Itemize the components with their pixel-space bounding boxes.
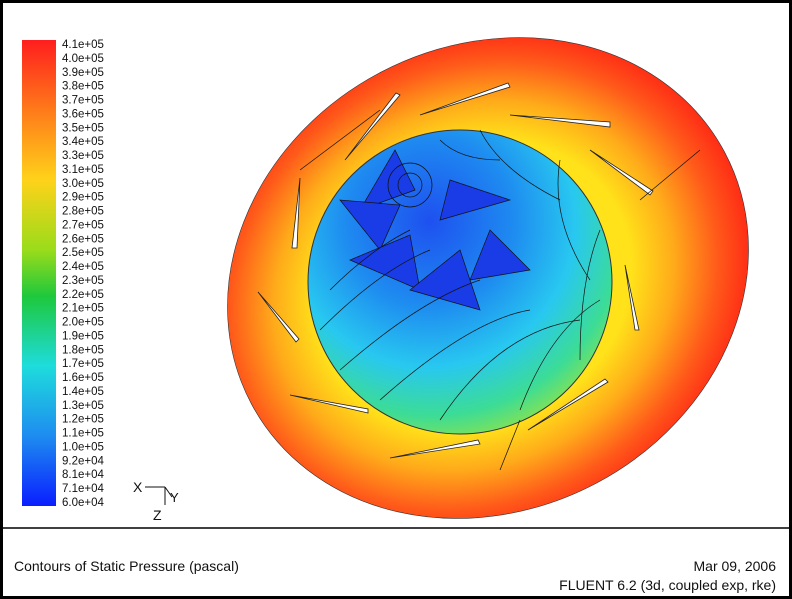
colorbar-label: 2.9e+05 bbox=[62, 192, 104, 204]
colorbar-label: 3.1e+05 bbox=[62, 164, 104, 176]
triad-y: Y bbox=[170, 490, 179, 505]
colorbar bbox=[22, 40, 56, 506]
colorbar-label: 3.0e+05 bbox=[62, 178, 104, 190]
footer-solver: FLUENT 6.2 (3d, coupled exp, rke) bbox=[559, 577, 776, 593]
colorbar-label: 1.4e+05 bbox=[62, 386, 104, 398]
triad-z: Z bbox=[153, 507, 162, 523]
colorbar-label: 4.1e+05 bbox=[62, 39, 104, 51]
page: X Y Z Contours of Static Pressure (pasca… bbox=[0, 0, 792, 599]
colorbar-label: 9.2e+04 bbox=[62, 455, 104, 467]
colorbar-label: 1.0e+05 bbox=[62, 441, 104, 453]
colorbar-label: 1.8e+05 bbox=[62, 344, 104, 356]
footer-date: Mar 09, 2006 bbox=[694, 558, 777, 574]
colorbar-label: 2.8e+05 bbox=[62, 206, 104, 218]
colorbar-label: 8.1e+04 bbox=[62, 469, 104, 481]
colorbar-label: 3.4e+05 bbox=[62, 136, 104, 148]
footer-title: Contours of Static Pressure (pascal) bbox=[14, 558, 239, 574]
colorbar-label: 2.0e+05 bbox=[62, 317, 104, 329]
colorbar-label: 1.2e+05 bbox=[62, 414, 104, 426]
colorbar-label: 1.6e+05 bbox=[62, 372, 104, 384]
colorbar-label: 3.5e+05 bbox=[62, 122, 104, 134]
colorbar-label: 7.1e+04 bbox=[62, 483, 104, 495]
colorbar-label: 6.0e+04 bbox=[62, 497, 104, 509]
colorbar-label: 2.3e+05 bbox=[62, 275, 104, 287]
colorbar-label: 2.7e+05 bbox=[62, 219, 104, 231]
colorbar-label: 1.9e+05 bbox=[62, 330, 104, 342]
colorbar-label: 3.8e+05 bbox=[62, 81, 104, 93]
colorbar-label: 3.7e+05 bbox=[62, 95, 104, 107]
colorbar-label: 1.3e+05 bbox=[62, 400, 104, 412]
colorbar-label: 2.4e+05 bbox=[62, 261, 104, 273]
colorbar-label: 1.7e+05 bbox=[62, 358, 104, 370]
contour-view: X Y Z Contours of Static Pressure (pasca… bbox=[0, 0, 792, 599]
pump-geometry bbox=[142, 0, 792, 599]
colorbar-label: 2.6e+05 bbox=[62, 233, 104, 245]
colorbar-label: 2.2e+05 bbox=[62, 289, 104, 301]
colorbar-label: 3.9e+05 bbox=[62, 67, 104, 79]
colorbar-label: 2.5e+05 bbox=[62, 247, 104, 259]
colorbar-label: 3.3e+05 bbox=[62, 150, 104, 162]
colorbar-label: 2.1e+05 bbox=[62, 303, 104, 315]
colorbar-label: 1.1e+05 bbox=[62, 428, 104, 440]
colorbar-label: 4.0e+05 bbox=[62, 53, 104, 65]
colorbar-label: 3.6e+05 bbox=[62, 108, 104, 120]
axis-triad bbox=[145, 487, 172, 505]
triad-x: X bbox=[133, 479, 143, 495]
